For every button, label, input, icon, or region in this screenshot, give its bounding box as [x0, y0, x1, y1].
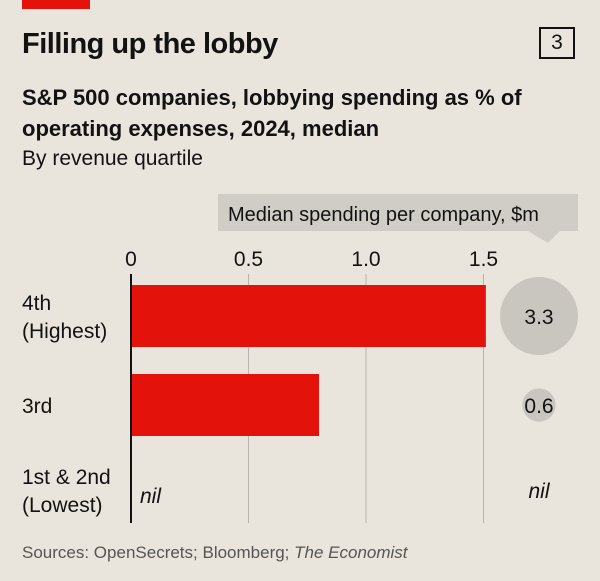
category-label: 4th [22, 292, 51, 315]
bubble [522, 388, 556, 422]
source-text: Sources: OpenSecrets; Bloomberg; [22, 543, 295, 562]
x-tick-label: 1.0 [351, 248, 380, 271]
bar [131, 285, 486, 347]
x-tick-label: 1.5 [469, 248, 498, 271]
bar-value-label: nil [140, 485, 162, 508]
chart-subtitle: S&P 500 companies, lobbying spending as … [22, 85, 522, 141]
chart-subtitle-secondary: By revenue quartile [22, 147, 203, 170]
secondary-legend-title: Median spending per company, $m [228, 204, 539, 226]
category-label: 1st & 2nd [22, 466, 111, 489]
bubble [500, 277, 578, 355]
bubble-label: 3.3 [524, 306, 553, 329]
chart-title: Filling up the lobby [22, 28, 278, 60]
bubble-label: nil [528, 480, 550, 503]
chart-number-badge: 3 [539, 27, 575, 59]
source-note: Sources: OpenSecrets; Bloomberg; The Eco… [22, 543, 408, 563]
category-label: 3rd [22, 395, 52, 418]
bubble-label: 0.6 [524, 395, 553, 418]
x-tick-label: 0 [125, 248, 137, 271]
category-label: (Highest) [22, 320, 107, 343]
red-accent-tab [22, 0, 90, 9]
secondary-legend-pointer [528, 231, 560, 243]
bar [131, 374, 319, 436]
secondary-legend-box [218, 194, 578, 231]
x-tick-label: 0.5 [234, 248, 263, 271]
source-publication: The Economist [294, 543, 408, 562]
category-label: (Lowest) [22, 494, 103, 517]
